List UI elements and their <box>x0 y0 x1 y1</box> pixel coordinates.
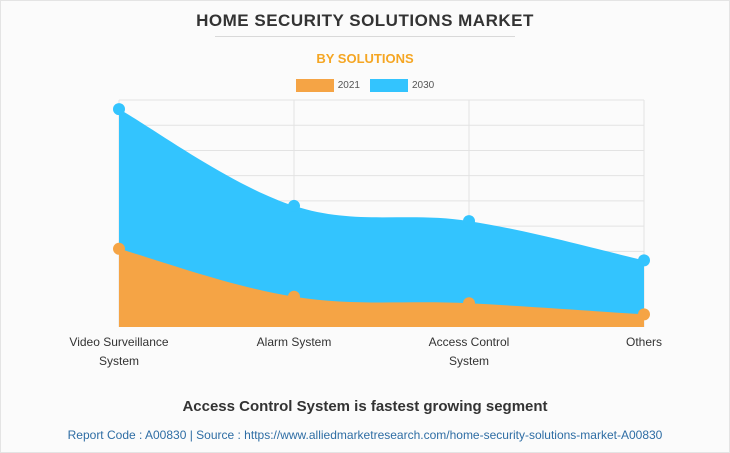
data-point-2030 <box>638 254 650 267</box>
x-tick-label: Alarm System <box>257 335 332 349</box>
legend-swatch-2021 <box>295 79 334 92</box>
area-series-2030 <box>119 109 644 327</box>
data-point-2021 <box>288 290 300 303</box>
legend-swatch-2030 <box>370 79 408 92</box>
data-point-2030 <box>113 103 125 116</box>
title-divider <box>215 36 515 37</box>
data-point-2021 <box>113 242 125 255</box>
legend-item-2030[interactable]: 2030 <box>370 79 434 92</box>
chart-subtitle: BY SOLUTIONS <box>316 51 414 66</box>
x-tick-label: Video Surveillance System <box>69 335 169 368</box>
legend-label-2030: 2030 <box>412 80 435 91</box>
legend-label-2021: 2021 <box>337 80 360 91</box>
chart-title: HOME SECURITY SOLUTIONS MARKET <box>196 11 534 30</box>
area-series-2021 <box>119 248 644 327</box>
footer-source-link[interactable]: Report Code : A00830 | Source : https://… <box>67 428 663 442</box>
data-point-2030 <box>288 199 300 212</box>
legend-item-2021[interactable]: 2021 <box>295 79 360 92</box>
footer-headline: Access Control System is fastest growing… <box>182 398 548 415</box>
data-point-2030 <box>463 215 475 228</box>
x-tick-label: Access Control System <box>429 335 510 368</box>
chart-legend: 2021 2030 <box>0 79 730 92</box>
x-tick-label: Others <box>626 335 662 349</box>
data-point-2021 <box>463 297 475 310</box>
data-point-2021 <box>638 308 650 321</box>
